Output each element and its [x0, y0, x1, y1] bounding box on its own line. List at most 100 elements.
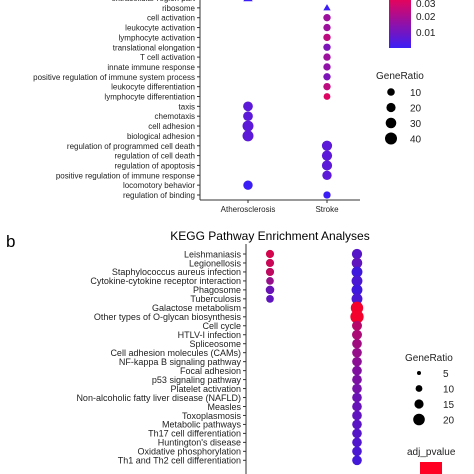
- kegg-enrichment-dot: [351, 284, 363, 296]
- kegg-enrichment-dot: [351, 266, 363, 278]
- kegg-enrichment-dot: [266, 277, 274, 285]
- go-size-legend-label: 30: [410, 119, 422, 130]
- go-enrichment-triangle: [323, 4, 331, 11]
- kegg-enrichment-dot: [352, 329, 362, 340]
- kegg-term-label: Other types of O-glycan biosynthesis: [94, 312, 242, 322]
- kegg-size-legend-dot: [415, 385, 423, 392]
- go-term-label: lymphocyte differentiation: [104, 93, 195, 102]
- kegg-colorbar: [420, 462, 442, 474]
- kegg-size-legend-dot: [413, 413, 425, 426]
- go-size-legend-label: 20: [410, 104, 422, 115]
- kegg-size-legend-label: 15: [443, 400, 455, 411]
- kegg-color-legend-title: adj_pvalue: [407, 447, 456, 458]
- go-term-label: cell activation: [147, 14, 195, 23]
- kegg-term-label: HTLV-I infection: [178, 330, 241, 340]
- kegg-term-label: Staphylococcus aureus infection: [112, 267, 241, 277]
- go-size-legend-dot: [385, 117, 397, 129]
- kegg-term-label: Measles: [207, 402, 241, 412]
- kegg-chart-title: KEGG Pathway Enrichment Analyses: [170, 229, 369, 243]
- go-term-label: regulation of cell death: [115, 152, 196, 161]
- kegg-term-label: NF-kappa B signaling pathway: [119, 357, 242, 367]
- go-term-label: lymphocyte activation: [119, 33, 195, 42]
- kegg-term-label: Galactose metabolism: [152, 303, 241, 313]
- go-term-label: ribosome: [162, 4, 195, 13]
- kegg-enrichment-dot: [265, 267, 275, 277]
- kegg-enrichment-dot: [351, 293, 363, 305]
- kegg-enrichment-dot: [265, 258, 275, 268]
- kegg-enrichment-dot: [352, 437, 362, 448]
- kegg-term-label: Platelet activation: [170, 384, 241, 394]
- go-term-label: positive regulation of immune response: [56, 171, 196, 180]
- kegg-enrichment-dot: [352, 338, 362, 349]
- go-term-label: regulation of binding: [123, 191, 195, 200]
- go-term-label: locomotory behavior: [123, 181, 195, 190]
- go-term-label: cell adhesion: [148, 122, 195, 131]
- kegg-enrichment-dot: [352, 347, 362, 358]
- kegg-term-label: Th1 and Th2 cell differentiation: [118, 456, 241, 466]
- kegg-term-label: Metabolic pathways: [162, 420, 242, 430]
- go-size-legend-label: 40: [410, 135, 422, 146]
- go-enrichment-dot: [323, 14, 331, 22]
- go-enrichment-dot: [322, 170, 332, 180]
- kegg-term-label: Huntington's disease: [158, 438, 241, 448]
- go-enrichment-panel: extracellular region partribosomecell ac…: [33, 0, 436, 214]
- go-enrichment-dot: [321, 150, 333, 161]
- kegg-size-legend-dot: [414, 399, 424, 409]
- go-enrichment-dot: [321, 160, 333, 171]
- kegg-term-label: Th17 cell differentiation: [148, 429, 241, 439]
- kegg-term-label: Legionellosis: [189, 258, 242, 268]
- kegg-term-label: Non-alcoholic fatty liver disease (NAFLD…: [76, 393, 241, 403]
- go-x-tick-label: Stroke: [315, 205, 339, 214]
- kegg-term-label: Cytokine-cytokine receptor interaction: [90, 276, 241, 286]
- go-enrichment-dot: [323, 82, 331, 91]
- kegg-size-legend-label: 20: [443, 416, 455, 427]
- go-x-tick-label: Atherosclerosis: [221, 205, 276, 214]
- go-colorbar-tick-label: 0.01: [416, 28, 436, 39]
- go-term-label: chemotaxis: [155, 112, 195, 121]
- kegg-size-legend-label: 5: [443, 369, 449, 380]
- kegg-enrichment-dot: [265, 249, 275, 259]
- go-colorbar-tick-label: 0.02: [416, 12, 436, 23]
- kegg-enrichment-dot: [352, 419, 362, 430]
- go-colorbar-tick-label: 0.03: [416, 0, 436, 10]
- kegg-term-label: Spliceosome: [189, 339, 241, 349]
- go-enrichment-dot: [323, 23, 331, 32]
- go-term-label: T cell activation: [140, 53, 195, 62]
- kegg-enrichment-dot: [265, 285, 275, 295]
- kegg-enrichment-panel: b KEGG Pathway Enrichment Analyses Leish…: [6, 229, 456, 474]
- kegg-enrichment-dot: [352, 365, 362, 376]
- go-size-legend-dot: [385, 132, 397, 145]
- go-term-label: translational elongation: [113, 43, 195, 52]
- go-enrichment-dot: [323, 93, 331, 100]
- go-term-label: biological adhesion: [127, 132, 195, 141]
- go-term-label: leukocyte activation: [125, 24, 195, 33]
- kegg-enrichment-dot: [352, 374, 362, 385]
- kegg-term-label: Cell adhesion molecules (CAMs): [110, 348, 241, 358]
- go-enrichment-dot: [323, 33, 331, 42]
- kegg-enrichment-dot: [352, 446, 362, 457]
- kegg-enrichment-dot: [350, 310, 364, 324]
- go-term-label: regulation of programmed cell death: [67, 142, 195, 151]
- kegg-term-label: p53 signaling pathway: [152, 375, 242, 385]
- go-enrichment-dot: [323, 53, 331, 61]
- go-term-label: leukocyte differentiation: [111, 83, 195, 92]
- go-size-legend-label: 10: [410, 88, 422, 99]
- go-enrichment-dot: [242, 120, 254, 132]
- go-size-legend-dot: [387, 88, 395, 96]
- kegg-size-legend-dot: [417, 371, 421, 375]
- kegg-term-label: Phagosome: [193, 285, 241, 295]
- kegg-enrichment-dot: [352, 356, 362, 367]
- go-enrichment-dot: [323, 73, 331, 81]
- kegg-enrichment-dot: [351, 257, 363, 269]
- kegg-enrichment-dot: [352, 392, 362, 403]
- kegg-enrichment-dot: [352, 320, 362, 331]
- go-enrichment-dot: [323, 43, 331, 51]
- go-enrichment-dot: [242, 130, 254, 142]
- go-enrichment-dot: [243, 101, 253, 112]
- kegg-size-legend-label: 10: [443, 385, 455, 396]
- go-term-label: regulation of apoptosis: [115, 161, 196, 170]
- kegg-enrichment-dot: [352, 455, 362, 466]
- kegg-term-label: Cell cycle: [202, 321, 241, 331]
- go-colorbar: [389, 0, 411, 48]
